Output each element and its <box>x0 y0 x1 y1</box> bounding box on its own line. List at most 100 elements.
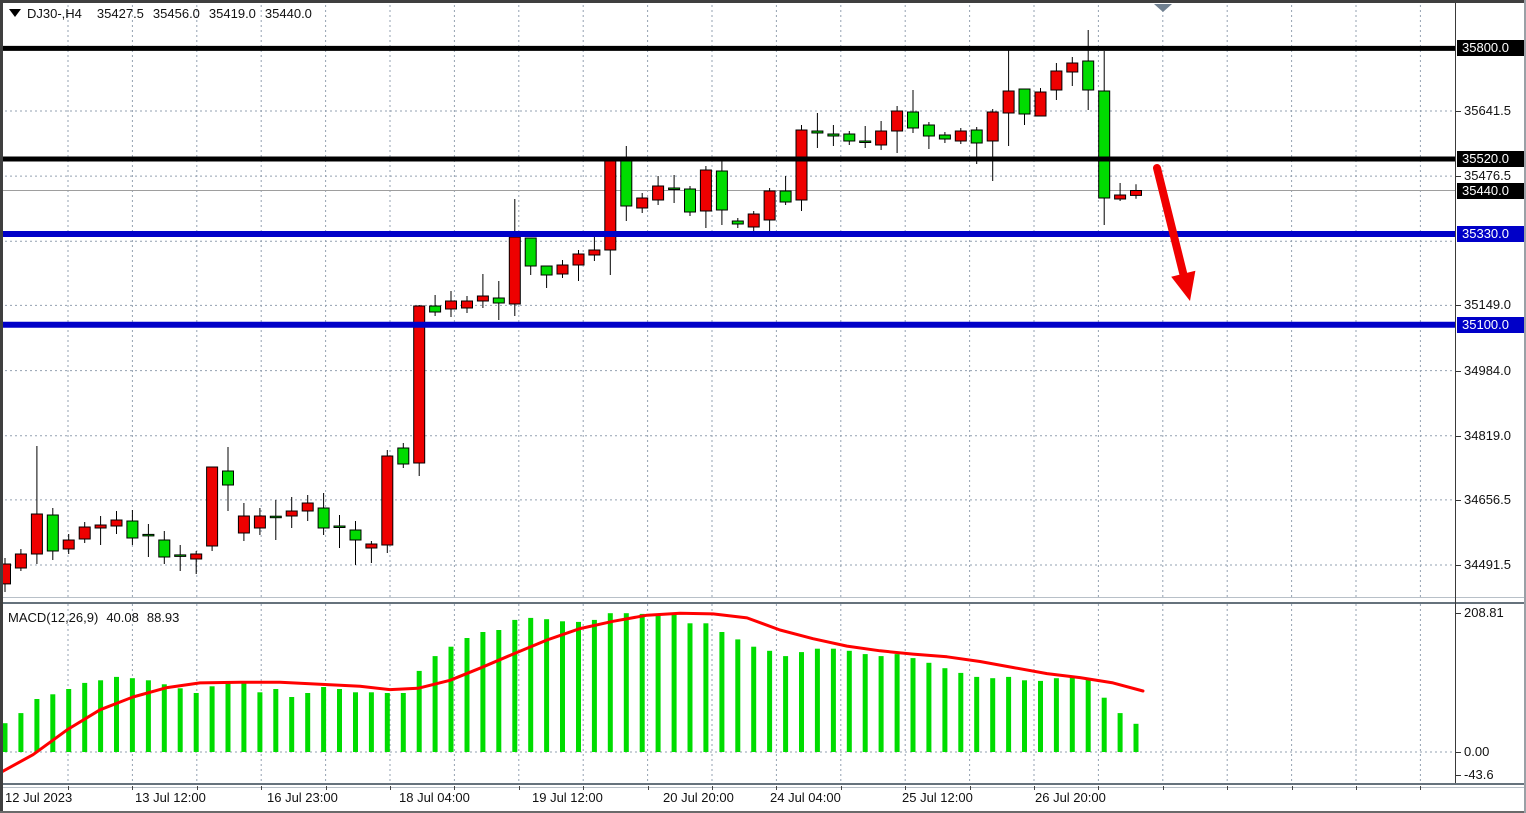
candle-body <box>349 529 362 541</box>
candle-body <box>508 236 521 305</box>
candle-body <box>954 130 967 142</box>
candle-body <box>811 130 824 134</box>
macd-bar <box>639 613 645 752</box>
window-border-top <box>0 0 1526 3</box>
macd-bar <box>1006 676 1012 752</box>
candle-body <box>301 502 314 512</box>
candle-body <box>1114 194 1127 200</box>
axis-tick <box>1456 752 1461 753</box>
time-axis-tick <box>905 786 906 790</box>
macd-bar <box>703 623 709 752</box>
candle-body <box>253 515 266 529</box>
macd-bar <box>544 619 550 752</box>
panel-separator[interactable] <box>0 597 1526 604</box>
candle-body <box>476 295 489 302</box>
price-chart-canvas[interactable] <box>0 0 1455 597</box>
chart-shift-marker-icon[interactable] <box>1154 4 1172 12</box>
macd-name: MACD(12,26,9) <box>8 610 99 625</box>
candle-body <box>46 514 59 552</box>
window-border-left <box>0 0 3 813</box>
candle-body <box>859 140 872 143</box>
macd-bar <box>400 693 406 752</box>
time-axis-tick <box>712 786 713 790</box>
macd-bar <box>464 638 470 752</box>
macd-bar <box>496 630 502 752</box>
macd-bar <box>830 648 836 752</box>
candle-body <box>731 220 744 225</box>
candle-body <box>524 237 537 267</box>
time-axis-tick <box>519 786 520 790</box>
macd-bar <box>591 619 597 752</box>
candle-body <box>907 111 919 129</box>
candle-body <box>222 470 234 486</box>
candle-body <box>1130 190 1142 196</box>
time-axis-tick <box>261 786 262 790</box>
macd-bar <box>289 697 295 752</box>
macd-bar <box>607 613 613 752</box>
macd-bar <box>273 689 279 752</box>
macd-bar <box>305 693 311 752</box>
time-axis[interactable]: 12 Jul 2023 13 Jul 12:00 16 Jul 23:00 18 Ju… <box>0 786 1526 813</box>
sell-arrow[interactable] <box>1153 164 1196 301</box>
candle-body <box>317 507 330 529</box>
time-axis-label: 19 Jul 12:00 <box>532 790 603 805</box>
macd-histogram <box>2 613 1139 752</box>
price-axis-label: 35476.5 <box>1464 168 1511 183</box>
macd-bar <box>368 692 374 752</box>
candle-body <box>110 519 123 527</box>
candle-body <box>620 158 633 207</box>
macd-axis-label: -43.6 <box>1464 767 1494 782</box>
time-axis-tick <box>1420 786 1421 790</box>
macd-bar <box>353 692 358 752</box>
macd-bar <box>384 693 390 752</box>
macd-bar <box>1133 723 1139 752</box>
candle-body <box>94 524 107 529</box>
macd-bar <box>560 621 565 752</box>
time-axis-tick <box>454 786 455 790</box>
time-axis-tick <box>1227 786 1228 790</box>
candle-body <box>397 447 410 465</box>
macd-bar <box>894 654 900 752</box>
macd-bar <box>623 613 629 752</box>
macd-bar <box>767 650 773 752</box>
macd-bar <box>846 650 852 752</box>
time-axis-label: 12 Jul 2023 <box>5 790 73 805</box>
macd-bar <box>958 672 964 752</box>
time-axis-tick <box>648 786 649 790</box>
candle-body <box>636 197 649 209</box>
price-axis-label: 34656.5 <box>1464 492 1511 507</box>
candle-body <box>1002 90 1015 114</box>
time-axis-label: 25 Jul 12:00 <box>902 790 973 805</box>
candle-body <box>285 510 298 517</box>
macd-panel-canvas[interactable] <box>0 604 1455 783</box>
candle-body <box>190 553 203 560</box>
candle-body <box>492 297 505 304</box>
macd-bar <box>480 632 486 752</box>
macd-bar <box>114 676 119 752</box>
axis-tick <box>1456 775 1461 776</box>
candle-body <box>413 305 426 464</box>
macd-axis-label: 0.00 <box>1464 744 1490 759</box>
price-axis[interactable]: 35641.5 35476.5 35149.0 34984.0 34819.0 34656… <box>1455 0 1526 783</box>
candle-body <box>1034 91 1047 117</box>
macd-main-value: 40.08 <box>106 610 139 625</box>
candle-body <box>206 466 219 547</box>
macd-bar <box>910 658 916 752</box>
candle-body <box>891 110 904 132</box>
time-axis-tick <box>970 786 971 790</box>
macd-bar <box>337 689 342 752</box>
window-border-right <box>1524 0 1526 813</box>
axis-tick <box>1456 305 1461 306</box>
candle-body <box>938 134 951 140</box>
price-axis-label: 35149.0 <box>1464 297 1511 312</box>
candle-body <box>795 129 808 201</box>
chart-title: DJ30-,H4 35427.5 35456.0 35419.0 35440.0 <box>9 6 312 21</box>
candle-body <box>827 133 840 137</box>
macd-bar <box>814 648 820 752</box>
macd-bar <box>18 713 24 752</box>
price-axis-label: 35641.5 <box>1464 103 1511 118</box>
macd-bar <box>655 615 661 752</box>
macd-signal-line <box>0 611 1145 775</box>
time-axis-label: 18 Jul 04:00 <box>399 790 470 805</box>
macd-bar <box>1069 676 1075 752</box>
